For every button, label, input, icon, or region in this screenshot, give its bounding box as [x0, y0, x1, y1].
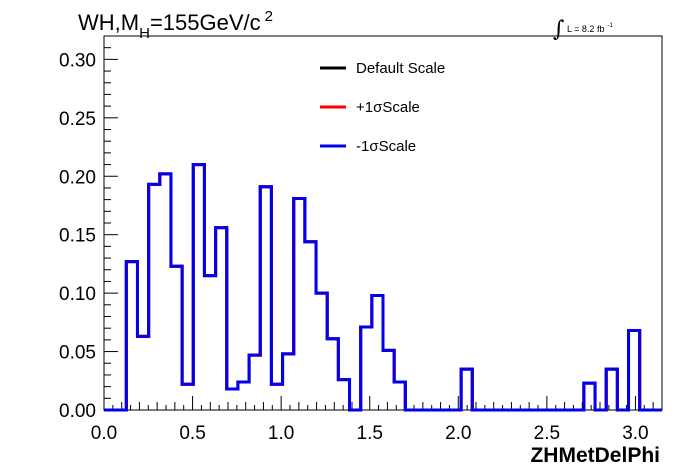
series-line-default-scale: [104, 163, 662, 412]
series-layer: [104, 163, 662, 412]
legend-label: Default Scale: [356, 60, 445, 77]
legend-label: -1σScale: [356, 138, 416, 155]
x-tick-label: 1.0: [268, 423, 294, 444]
title-subscript: H: [139, 25, 150, 42]
x-tick-label: 1.5: [357, 423, 383, 444]
legend: Default Scale +1σScale -1σScale: [320, 60, 445, 155]
y-tick-label: 0.00: [59, 401, 96, 422]
y-tick-label: 0.20: [59, 167, 96, 188]
y-tick-label: 0.05: [59, 343, 96, 364]
integral-icon: ∫: [553, 17, 565, 42]
legend-label: +1σScale: [356, 99, 420, 116]
title-main: WH,M: [78, 10, 139, 35]
lumi-superscript: -1: [607, 23, 613, 29]
x-axis: 0.0 0.5 1.0 1.5 2.0 2.5 3.0: [91, 396, 663, 444]
y-axis: 0.00 0.05 0.10 0.15 0.20 0.25 0.30: [59, 35, 118, 422]
lumi-text: L = 8.2 fb -1: [567, 23, 613, 34]
y-tick-label: 0.25: [59, 109, 96, 130]
luminosity-label: ∫ L = 8.2 fb -1: [553, 17, 613, 42]
series-line--1-scale: [104, 163, 662, 412]
x-tick-label: 0.0: [91, 423, 117, 444]
plot-frame: [103, 35, 663, 411]
x-tick-label: 2.0: [445, 423, 471, 444]
title-rest: =155GeV/c: [150, 10, 261, 35]
title-superscript: 2: [265, 8, 273, 25]
x-axis-label: ZHMetDelPhi: [530, 444, 660, 467]
lumi-value: L = 8.2 fb: [567, 24, 604, 34]
x-tick-label: 2.5: [534, 423, 560, 444]
y-tick-label: 0.30: [59, 50, 96, 71]
x-tick-label: 0.5: [179, 423, 205, 444]
x-tick-label: 3.0: [622, 423, 648, 444]
y-tick-label: 0.10: [59, 284, 96, 305]
series-line--1-scale: [104, 163, 662, 412]
chart-title: WH,MH=155GeV/c 2: [78, 8, 273, 42]
y-tick-label: 0.15: [59, 226, 96, 247]
